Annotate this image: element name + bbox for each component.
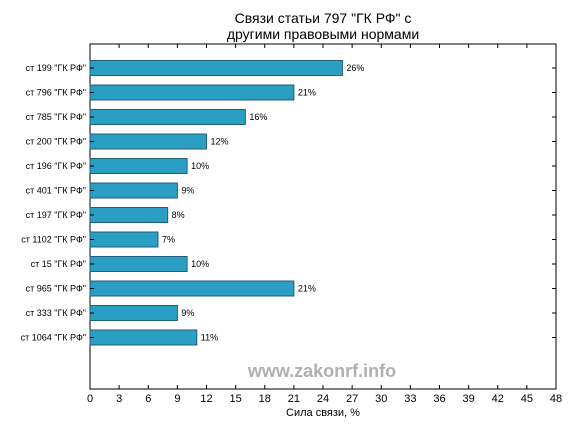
- category-label: ст 197 "ГК РФ": [26, 210, 86, 220]
- data-label: 10%: [191, 161, 209, 171]
- category-label: ст 199 "ГК РФ": [26, 63, 86, 73]
- data-label: 26%: [346, 63, 364, 73]
- bar: [89, 207, 169, 223]
- bar: [89, 280, 295, 297]
- data-label: 9%: [181, 186, 194, 196]
- data-label: 10%: [191, 259, 209, 269]
- x-tick-label: 12: [200, 393, 212, 405]
- bar: [89, 133, 207, 150]
- data-label: 9%: [181, 308, 194, 318]
- bar: [89, 182, 178, 199]
- category-label: ст 15 "ГК РФ": [31, 259, 86, 269]
- data-label: 21%: [298, 88, 316, 98]
- bar: [89, 329, 198, 346]
- category-label: ст 200 "ГК РФ": [26, 137, 86, 147]
- category-label: ст 1102 "ГК РФ": [21, 235, 86, 245]
- x-tick-label: 24: [317, 393, 329, 405]
- bars-group: ст 199 "ГК РФ" 26% ст 796 "ГК РФ" 21% ст 785…: [21, 60, 556, 346]
- data-label: 16%: [249, 112, 267, 122]
- chart-title-line-2: другими правовыми нормами: [227, 26, 419, 42]
- category-label: ст 796 "ГК РФ": [26, 88, 86, 98]
- bar: [89, 305, 178, 321]
- x-tick-label: 39: [463, 393, 475, 405]
- bar: [89, 60, 343, 76]
- bar: [89, 84, 295, 101]
- x-tick-label: 36: [433, 393, 445, 405]
- x-tick-label: 42: [492, 393, 504, 405]
- x-tick-label: 0: [87, 393, 93, 405]
- data-label: 8%: [172, 210, 185, 220]
- chart-title-line-1: Связи статьи 797 "ГК РФ" с: [235, 10, 412, 26]
- category-label: ст 401 "ГК РФ": [26, 186, 86, 196]
- x-axis-title: Сила связи, %: [286, 407, 360, 419]
- x-tick-label: 9: [174, 393, 180, 405]
- x-tick-label: 21: [288, 393, 300, 405]
- category-label: ст 785 "ГК РФ": [26, 112, 86, 122]
- x-tick-label: 45: [521, 393, 533, 405]
- data-label: 7%: [162, 235, 175, 245]
- data-label: 12%: [211, 137, 229, 147]
- x-tick-label: 48: [550, 393, 562, 405]
- x-tick-label: 33: [404, 393, 416, 405]
- x-tick-label: 30: [375, 393, 387, 405]
- x-tick-label: 6: [145, 393, 151, 405]
- data-label: 11%: [201, 333, 218, 343]
- category-label: ст 196 "ГК РФ": [26, 161, 86, 171]
- x-tick-label: 3: [116, 393, 122, 405]
- category-label: ст 965 "ГК РФ": [26, 284, 86, 294]
- category-label: ст 1064 "ГК РФ": [21, 333, 86, 343]
- bar: [89, 231, 159, 248]
- bar: [89, 109, 246, 125]
- bar: [89, 158, 188, 174]
- watermark: www.zakonrf.info: [247, 361, 396, 381]
- x-tick-label: 15: [230, 393, 242, 405]
- x-tick-label: 27: [346, 393, 358, 405]
- x-axis: 0 3 6 9 12 15 18 21 24 27 30 33 36 39 42 45 48: [87, 44, 562, 405]
- bar: [89, 256, 188, 272]
- x-tick-label: 18: [259, 393, 271, 405]
- category-label: ст 333 "ГК РФ": [26, 308, 86, 318]
- data-label: 21%: [298, 284, 316, 294]
